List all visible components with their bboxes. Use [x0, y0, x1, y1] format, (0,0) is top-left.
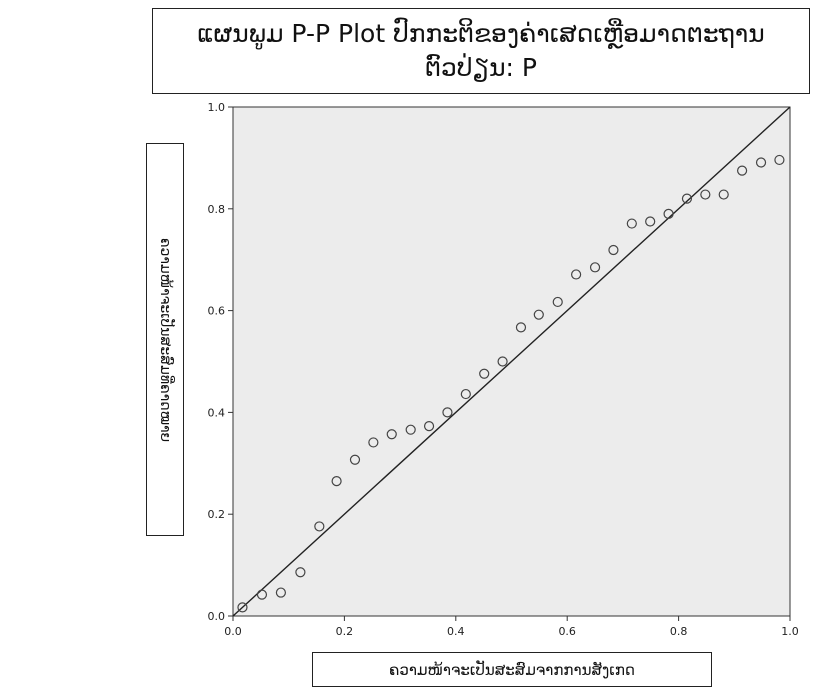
x-tick-label: 0.6: [558, 625, 576, 638]
data-point: [626, 218, 637, 229]
data-point: [256, 589, 268, 600]
data-point: [552, 296, 563, 308]
data-point: [700, 189, 711, 200]
reference-line: [232, 106, 791, 617]
data-point: [608, 244, 619, 256]
y-tick-label: 0.4: [208, 406, 226, 419]
data-point: [237, 602, 248, 613]
data-point: [663, 208, 674, 219]
x-tick-label: 0.0: [224, 625, 242, 638]
y-tick-label: 0.8: [208, 203, 226, 216]
x-tick-label: 0.2: [336, 625, 354, 638]
data-point: [349, 454, 361, 465]
data-point: [295, 567, 306, 578]
data-point: [405, 424, 416, 435]
data-point: [314, 521, 325, 532]
data-point: [774, 154, 785, 166]
y-tick-label: 0.6: [208, 305, 226, 318]
chart-title: ແຜນພູມ P-P Plot ປົກກະຕິຂອງຄ່າເສດເຫຼືອມາດ…: [152, 8, 810, 94]
chart-title-line-2: ຕົວປ່ຽນ: P: [425, 53, 537, 82]
data-point: [571, 269, 582, 280]
data-point: [681, 193, 693, 204]
x-tick-label: 1.0: [781, 625, 799, 638]
data-point: [515, 322, 527, 333]
data-point: [479, 368, 490, 379]
x-tick-label: 0.4: [447, 625, 465, 638]
data-point: [589, 262, 601, 273]
data-point: [533, 309, 544, 320]
data-point: [755, 157, 767, 168]
y-tick-label: 0.2: [208, 508, 226, 521]
y-tick-label: 0.0: [208, 610, 226, 623]
data-point: [331, 476, 342, 487]
data-point: [442, 407, 453, 418]
data-point: [736, 165, 748, 176]
data-point: [386, 429, 397, 440]
data-point: [718, 189, 729, 200]
data-point: [275, 587, 287, 598]
data-point: [423, 421, 435, 432]
data-point: [497, 356, 508, 367]
y-axis-label-box: ຄວາມໜ້າຈະເປັນສະສົມທີ່ຄາດໝາຍ: [146, 143, 184, 536]
x-axis-label-box: ຄວາມໜ້າຈະເປັນສະສົມຈາກການສັງເກດ: [312, 652, 712, 687]
x-axis-label: ຄວາມໜ້າຈະເປັນສະສົມຈາກການສັງເກດ: [389, 660, 635, 679]
x-tick-label: 0.8: [670, 625, 688, 638]
data-point: [645, 216, 656, 227]
data-point: [368, 437, 379, 448]
chart-title-line-1: ແຜນພູມ P-P Plot ປົກກະຕິຂອງຄ່າເສດເຫຼືອມາດ…: [197, 19, 765, 48]
y-tick-label: 1.0: [208, 101, 226, 114]
data-point: [460, 388, 471, 400]
